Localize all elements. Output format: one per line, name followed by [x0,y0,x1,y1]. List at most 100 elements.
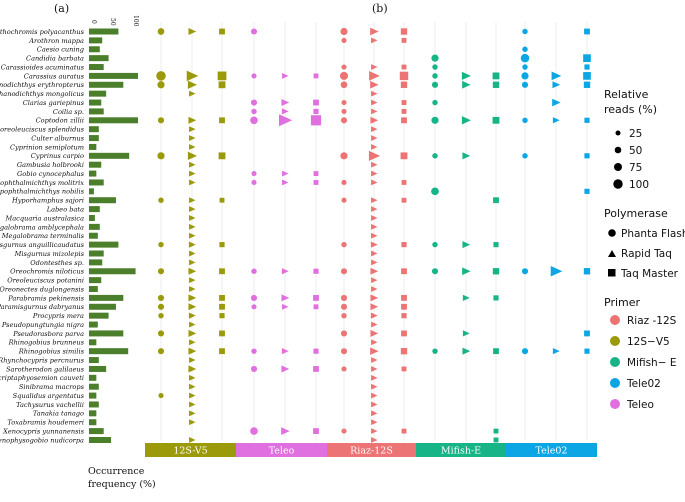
point-circle [158,241,164,248]
point-square [219,303,225,310]
point-triangle [188,303,197,311]
point-circle [521,81,529,88]
point-square [492,72,500,80]
point-circle [250,294,258,301]
point-square [583,81,591,88]
occurrence-bar [89,72,138,79]
point-circle [340,330,348,337]
point-triangle [371,437,378,443]
point-triangle [188,312,196,319]
species-label: Sarotherodon galilaeus [6,365,85,373]
bar-xlabel-line1: Occurrence [88,466,145,477]
point-triangle [189,223,196,230]
point-square [584,153,590,159]
point-triangle [371,419,378,426]
species-label: Oreoleuciscus potanini [7,277,84,285]
point-circle [158,312,164,319]
point-triangle [371,357,378,364]
species-label: Caesio cuning [37,46,84,54]
point-triangle [370,80,379,89]
point-circle [341,241,347,248]
occurrence-bar [89,259,103,266]
occurrence-bar [89,55,109,62]
size-legend-title-line2: reads (%) [604,103,657,116]
point-circle [157,268,165,275]
point-circle [341,428,347,434]
point-circle [520,53,530,63]
species-label: Coptodon zillii [36,117,84,125]
point-triangle [370,27,379,36]
bar-axis-ticks: 0 50 100 [90,15,139,27]
point-triangle [371,428,378,435]
point-circle [157,81,165,89]
point-circle [340,117,348,124]
point-circle [341,64,347,70]
primer-tele02-swatch [610,378,620,388]
point-triangle [371,161,378,168]
species-label: Rhynchocypris percnurus [0,356,85,364]
occurrence-bar [89,179,104,186]
point-triangle [371,215,378,221]
point-square [313,294,319,301]
point-square [313,180,319,185]
point-square [584,188,590,194]
point-square [401,313,407,319]
point-triangle [371,99,378,106]
point-triangle [188,329,197,337]
point-triangle [371,250,378,257]
point-square [401,330,407,337]
occurrence-bar [89,348,129,355]
point-circle [250,99,258,106]
occurrence-bar [89,250,104,257]
point-triangle [188,365,197,373]
species-label: Macquaria australasica [4,214,84,222]
legend: Relative reads (%) 25 50 75 100 Polymera… [604,88,685,411]
point-triangle [189,437,196,443]
point-circle [340,268,348,275]
occurrence-bar [89,214,95,221]
point-circle [340,348,348,355]
point-triangle [371,277,378,284]
point-triangle [189,135,196,142]
panel-label-b: (b) [372,2,388,15]
size-legend-dot-100 [613,179,623,189]
primer-legend-label: Riaz -12S [627,315,677,327]
point-triangle [189,126,196,133]
occurrence-bar [89,64,104,71]
point-circle [431,54,439,62]
point-triangle [188,347,197,355]
point-triangle [371,126,378,133]
point-triangle [189,259,196,266]
point-square [493,295,499,301]
point-circle [522,64,528,70]
point-square [399,71,409,81]
point-square [584,330,590,337]
species-label: Gobio cynocephalus [17,170,85,178]
point-triangle [282,170,289,177]
species-label: Acanthochromis polyacanthus [0,28,85,36]
point-square [493,197,499,204]
point-circle [158,197,164,203]
point-triangle [189,277,196,284]
point-triangle [189,215,196,221]
species-label: Tanakia tanago [33,410,84,418]
species-label: Squalidus argentatus [13,392,85,400]
point-triangle [371,321,378,328]
species-label: Chanodichthys erythropterus [0,81,85,89]
point-square [401,37,407,43]
point-triangle [461,116,471,125]
species-label: Pseudopungtungia nigra [1,321,84,329]
point-square [313,73,319,79]
point-triangle [371,286,378,292]
point-triangle [189,170,196,177]
point-triangle [189,392,196,399]
point-triangle [281,99,290,107]
primer-group-band [327,443,416,457]
polymerase-square-icon [608,269,616,277]
point-triangle [370,329,379,337]
species-label: Parabramis pekinensis [7,294,84,302]
point-triangle [189,357,196,364]
polymerase-legend-label: Rapid Taq [621,248,672,260]
species-label: Sinibrama macrops [19,383,85,391]
